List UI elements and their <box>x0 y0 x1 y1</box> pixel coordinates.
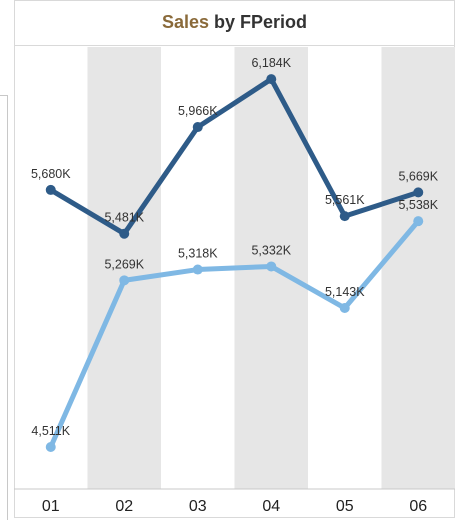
x-tick-label: 01 <box>42 498 60 515</box>
x-tick-label: 02 <box>115 498 133 515</box>
data-point <box>339 211 350 222</box>
data-labels: 5,680K 5,481K 5,966K 6,184K 5,561K 5,669K 4,51… <box>31 56 439 438</box>
data-label: 5,669K <box>398 169 438 183</box>
x-tick-label: 06 <box>409 498 427 515</box>
title-rest: by FPeriod <box>214 12 308 32</box>
data-label: 5,143K <box>325 285 365 299</box>
data-label: 5,269K <box>104 257 144 271</box>
x-tick-label: 04 <box>262 498 280 515</box>
data-point <box>413 187 424 198</box>
series-line-2 <box>48 218 421 450</box>
data-point <box>339 303 350 314</box>
data-label: 5,561K <box>325 193 365 207</box>
title-accent: Sales <box>161 12 210 32</box>
data-point <box>192 264 203 275</box>
column-band <box>87 47 161 489</box>
data-label: 5,332K <box>251 243 291 257</box>
chart-title: Sales by FPeriod <box>14 0 455 46</box>
data-label: 5,966K <box>178 104 218 118</box>
adjacent-panel-edge <box>0 95 8 520</box>
data-point <box>119 275 130 286</box>
data-label: 5,318K <box>178 247 218 261</box>
data-point <box>45 441 56 452</box>
series-layer <box>45 74 424 452</box>
data-point <box>413 216 424 227</box>
series-line-1 <box>48 76 421 237</box>
data-point <box>266 74 277 85</box>
x-tick-label: 03 <box>189 498 207 515</box>
data-point <box>45 184 56 195</box>
x-axis-ticks: 01 02 03 04 05 06 <box>42 498 427 515</box>
data-label: 5,680K <box>31 167 71 181</box>
data-point <box>119 228 130 239</box>
column-band <box>381 47 455 489</box>
data-label: 6,184K <box>251 56 291 70</box>
data-point <box>266 261 277 272</box>
x-tick-label: 05 <box>336 498 354 515</box>
data-point <box>192 122 203 133</box>
data-label: 4,511K <box>31 424 70 438</box>
data-label: 5,481K <box>104 211 144 225</box>
data-label: 5,538K <box>398 198 438 212</box>
